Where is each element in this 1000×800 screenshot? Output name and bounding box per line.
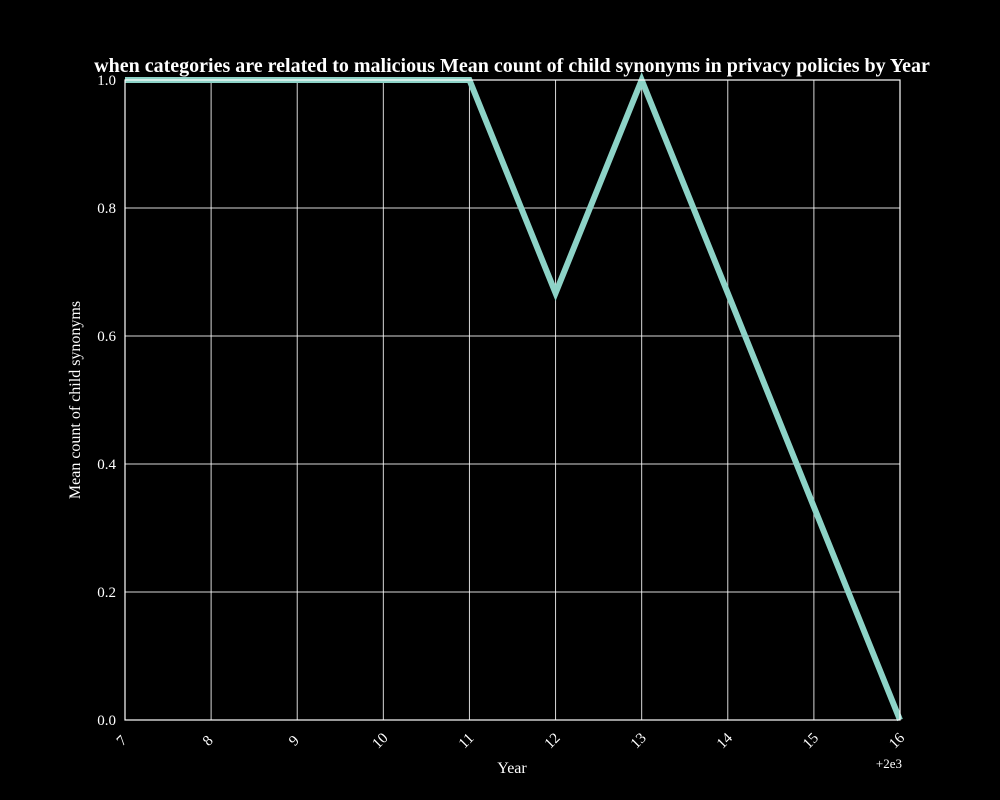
x-axis-offset-label: +2e3 [876, 756, 902, 771]
y-tick-label: 0.2 [97, 585, 116, 601]
x-axis-label: Year [497, 760, 527, 777]
y-tick-label: 0.4 [97, 457, 116, 473]
y-tick-label: 0.6 [97, 329, 116, 345]
y-axis-ticks: 0.0 0.2 0.4 0.6 0.8 1.0 [97, 73, 116, 729]
y-tick-label: 1.0 [97, 73, 116, 89]
plot-frame [124, 79, 901, 721]
y-tick-label: 0.8 [97, 201, 116, 217]
y-axis-label: Mean count of child synonyms [67, 301, 84, 499]
chart-title: when categories are related to malicious… [94, 55, 930, 77]
y-tick-label: 0.0 [97, 713, 116, 729]
